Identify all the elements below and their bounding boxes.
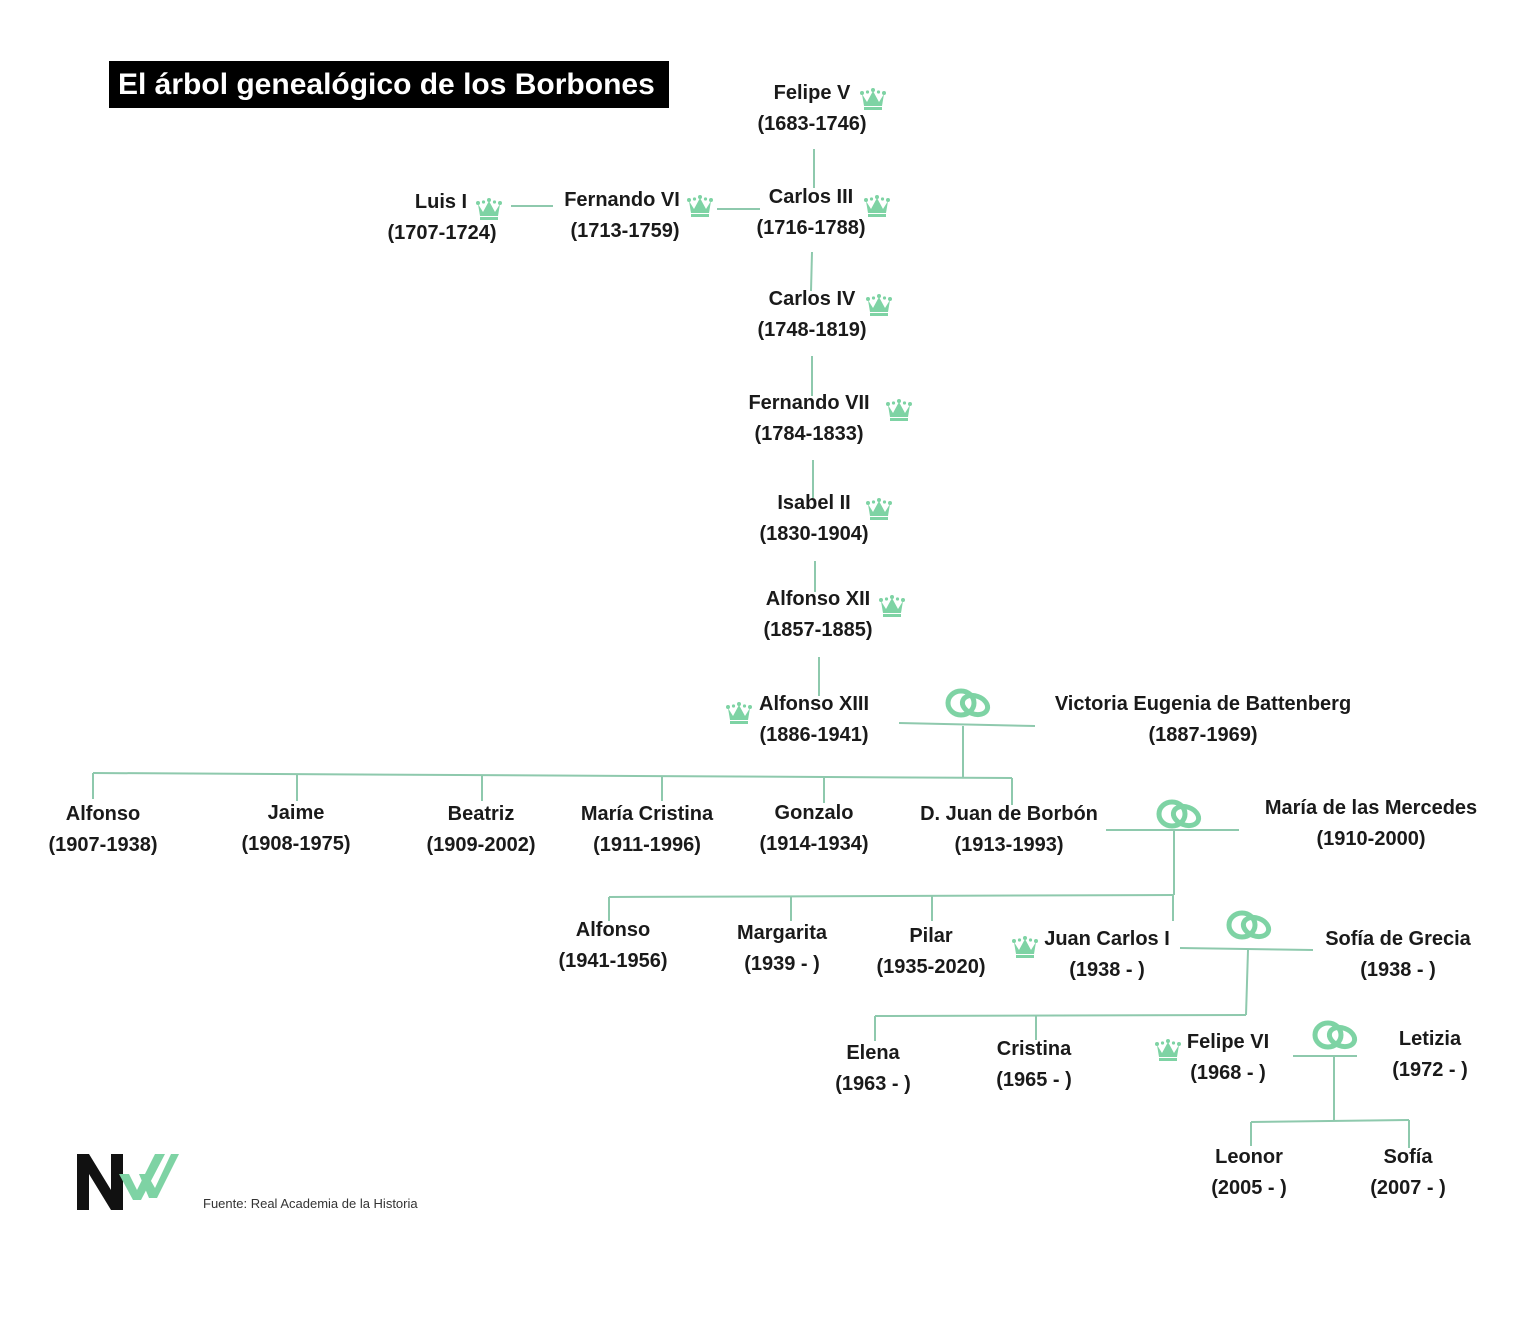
person-name: Leonor xyxy=(1215,1146,1283,1168)
person-years: (1909-2002) xyxy=(426,834,536,856)
person-name: Alfonso XIII xyxy=(759,693,869,715)
crown-icon xyxy=(687,195,713,217)
person-name: Sofía xyxy=(1383,1146,1433,1168)
person-years: (1857-1885) xyxy=(763,619,873,641)
person-name: D. Juan de Borbón xyxy=(920,803,1098,825)
person-years: (1707-1724) xyxy=(387,222,497,244)
person-years: (1938 - ) xyxy=(1360,959,1436,981)
person-years: (1716-1788) xyxy=(756,217,866,239)
person-years: (1910-2000) xyxy=(1316,828,1426,850)
person-name: Beatriz xyxy=(447,803,515,825)
source-note: Fuente: Real Academia de la Historia xyxy=(203,1196,418,1211)
person-years: (1911-1996) xyxy=(593,834,701,856)
person-years: (1935-2020) xyxy=(876,956,986,978)
crown-icon xyxy=(886,399,912,421)
person-years: (1963 - ) xyxy=(835,1073,911,1095)
person-name: Juan Carlos I xyxy=(1044,928,1170,950)
person-name: Carlos IV xyxy=(768,288,856,310)
crown-icon xyxy=(1012,936,1038,958)
person-years: (1968 - ) xyxy=(1190,1062,1266,1084)
person-name: Letizia xyxy=(1398,1028,1462,1050)
connector-line xyxy=(1245,949,1249,1016)
connector-line xyxy=(92,772,1013,779)
person-name: Alfonso xyxy=(575,919,651,941)
brand-logo xyxy=(77,1154,179,1210)
person-years: (1972 - ) xyxy=(1392,1059,1468,1081)
person-name: Pilar xyxy=(909,925,953,947)
connector-line xyxy=(1179,947,1314,951)
person-years: (1907-1938) xyxy=(48,834,158,856)
person-years: (2007 - ) xyxy=(1370,1177,1446,1199)
connector-line xyxy=(810,251,813,292)
person-years: (1939 - ) xyxy=(744,953,820,975)
person-years: (1941-1956) xyxy=(558,950,668,972)
person-name: María de las Mercedes xyxy=(1264,797,1478,819)
wedding-rings-icon xyxy=(1311,1016,1359,1056)
person-name: Isabel II xyxy=(777,492,851,514)
person-name: Sofía de Grecia xyxy=(1325,928,1471,950)
person-name: Carlos III xyxy=(768,186,854,208)
person-name: Fernando VII xyxy=(748,392,870,414)
wedding-rings-icon xyxy=(944,684,992,724)
person-years: (1914-1934) xyxy=(759,833,869,855)
person-name: Cristina xyxy=(996,1038,1072,1060)
person-name: Felipe VI xyxy=(1186,1031,1270,1053)
person-years: (1830-1904) xyxy=(759,523,869,545)
person-years: (1887-1969) xyxy=(1148,724,1258,746)
person-name: Elena xyxy=(846,1042,900,1064)
crown-icon xyxy=(726,702,752,724)
connector-line xyxy=(608,894,1174,898)
crown-icon xyxy=(1155,1039,1181,1061)
person-years: (1748-1819) xyxy=(757,319,867,341)
chart-title: El árbol genealógico de los Borbones xyxy=(109,61,669,108)
crown-icon xyxy=(866,294,892,316)
person-years: (1683-1746) xyxy=(757,113,867,135)
person-years: (1713-1759) xyxy=(570,220,680,242)
person-name: Victoria Eugenia de Battenberg xyxy=(1054,693,1352,715)
person-years: (1938 - ) xyxy=(1069,959,1145,981)
person-years: (1913-1993) xyxy=(954,834,1064,856)
wedding-rings-icon xyxy=(1155,795,1203,835)
crown-icon xyxy=(860,88,886,110)
person-name: Margarita xyxy=(736,922,828,944)
crown-icon xyxy=(864,195,890,217)
connector-line xyxy=(898,722,1036,727)
wedding-rings-icon xyxy=(1225,906,1273,946)
person-years: (1784-1833) xyxy=(754,423,864,445)
person-name: Alfonso xyxy=(65,803,141,825)
person-name: Gonzalo xyxy=(774,802,854,824)
connector-line xyxy=(1250,1119,1410,1123)
crown-icon xyxy=(476,198,502,220)
person-name: María Cristina xyxy=(580,803,714,825)
person-years: (1965 - ) xyxy=(996,1069,1072,1091)
person-name: Jaime xyxy=(267,802,325,824)
person-years: (2005 - ) xyxy=(1211,1177,1287,1199)
person-name: Alfonso XII xyxy=(765,588,871,610)
person-years: (1908-1975) xyxy=(241,833,351,855)
connector-line xyxy=(874,1014,1247,1017)
person-name: Felipe V xyxy=(773,82,851,104)
person-name: Luis I xyxy=(414,191,468,213)
person-years: (1886-1941) xyxy=(759,724,869,746)
crown-icon xyxy=(879,595,905,617)
person-name: Fernando VI xyxy=(564,189,680,211)
crown-icon xyxy=(866,498,892,520)
